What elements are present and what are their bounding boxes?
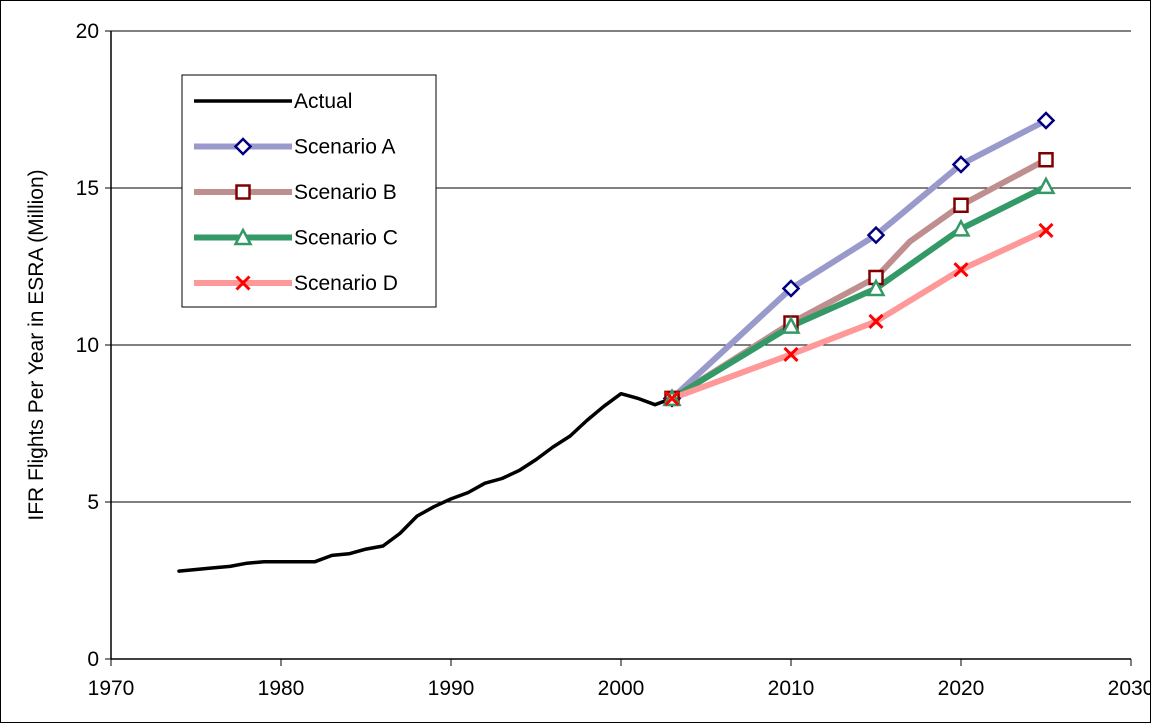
legend-label-scenario-a: Scenario A (294, 136, 396, 159)
marker-scenario-a-2020 (951, 155, 971, 174)
legend-label-scenario-b: Scenario B (294, 181, 397, 204)
marker-scenario-d-2015 (868, 313, 884, 330)
series-line-actual (177, 391, 674, 573)
legend-marker-scenario-d (235, 275, 251, 291)
y-tick-label-0: 0 (87, 648, 99, 671)
marker-scenario-c-2025 (1036, 176, 1056, 195)
marker-scenario-c-2010 (781, 316, 801, 334)
legend-label-actual: Actual (294, 90, 352, 113)
y-tick-label-15: 15 (76, 177, 99, 200)
marker-scenario-c-2020 (951, 218, 971, 237)
marker-scenario-d-2010 (783, 346, 799, 362)
x-tick-label-2010: 2010 (768, 677, 815, 700)
marker-scenario-d-2025 (1038, 222, 1054, 238)
legend-marker-scenario-b (235, 184, 251, 200)
y-tick-label-10: 10 (76, 334, 99, 357)
y-tick-label-20: 20 (76, 20, 99, 43)
x-tick-label-2000: 2000 (598, 677, 645, 700)
marker-scenario-c-2015 (866, 278, 886, 297)
x-tick-label-2020: 2020 (938, 677, 985, 700)
marker-scenario-d-2003 (664, 390, 680, 406)
x-tick-label-1970: 1970 (88, 677, 135, 700)
marker-scenario-a-2025 (1036, 111, 1056, 130)
series-markers (662, 111, 1056, 408)
legend: Actual Scenario A Scenario B Scenario C Scen… (181, 74, 437, 308)
y-tick-label-5: 5 (87, 491, 99, 514)
x-tick-label-2030: 2030 (1108, 677, 1151, 700)
legend-marker-scenario-c (233, 227, 253, 246)
x-tick-label-1980: 1980 (258, 677, 305, 700)
x-tick-label-1990: 1990 (428, 677, 475, 700)
marker-scenario-b-2025 (1038, 151, 1054, 168)
legend-marker-scenario-a (233, 137, 253, 156)
marker-scenario-a-2010 (781, 279, 801, 298)
marker-scenario-b-2020 (953, 197, 969, 214)
y-axis-title: IFR Flights Per Year in ESRA (Million) (25, 169, 48, 520)
axes: 0 5 10 15 20 1970 1980 1990 2000 2010 2020 2030 (76, 20, 1151, 700)
legend-label-scenario-c: Scenario C (294, 227, 398, 250)
marker-scenario-a-2015 (866, 225, 886, 245)
marker-scenario-d-2020 (953, 262, 969, 278)
legend-label-scenario-d: Scenario D (294, 272, 398, 295)
